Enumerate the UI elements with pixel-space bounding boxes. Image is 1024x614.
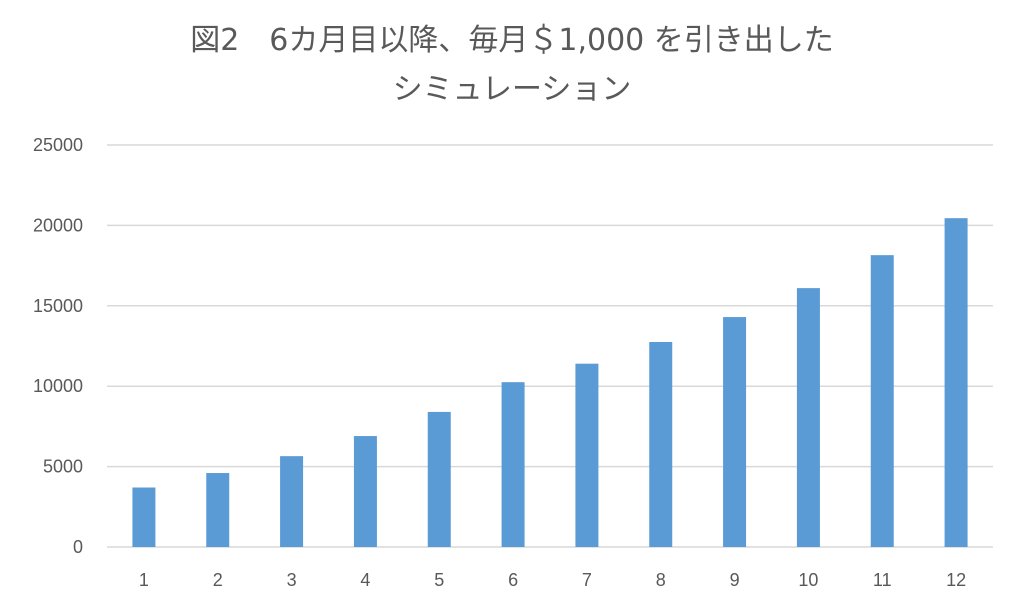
x-tick-label: 7 — [582, 570, 592, 590]
x-tick-label: 3 — [287, 570, 297, 590]
chart-subtitle: シミュレーション — [392, 72, 632, 107]
bar-5 — [427, 411, 451, 547]
chart-title: 図2 6カ月目以降、毎月＄1,000 を引き出した — [190, 23, 834, 58]
bar-7 — [575, 363, 599, 547]
x-tick-label: 8 — [656, 570, 666, 590]
x-tick-label: 12 — [946, 570, 966, 590]
x-tick-label: 6 — [508, 570, 518, 590]
y-tick-label: 20000 — [33, 215, 83, 235]
y-tick-label: 25000 — [33, 135, 83, 155]
x-tick-label: 9 — [730, 570, 740, 590]
bar-2 — [206, 473, 230, 547]
bar-3 — [280, 456, 304, 547]
y-tick-label: 15000 — [33, 296, 83, 316]
bar-1 — [132, 487, 156, 547]
bar-6 — [501, 382, 525, 547]
bar-12 — [944, 218, 968, 547]
bar-10 — [796, 288, 820, 547]
bar-4 — [353, 436, 377, 547]
x-tick-label: 10 — [798, 570, 818, 590]
y-tick-label: 5000 — [43, 457, 83, 477]
y-tick-label: 10000 — [33, 376, 83, 396]
bar-9 — [723, 317, 747, 547]
x-tick-label: 4 — [360, 570, 370, 590]
bar-8 — [649, 341, 673, 547]
x-tick-label: 5 — [434, 570, 444, 590]
x-tick-label: 2 — [213, 570, 223, 590]
x-tick-label: 1 — [139, 570, 149, 590]
bar-11 — [870, 255, 894, 547]
y-tick-label: 0 — [73, 537, 83, 557]
x-tick-label: 11 — [873, 570, 892, 590]
